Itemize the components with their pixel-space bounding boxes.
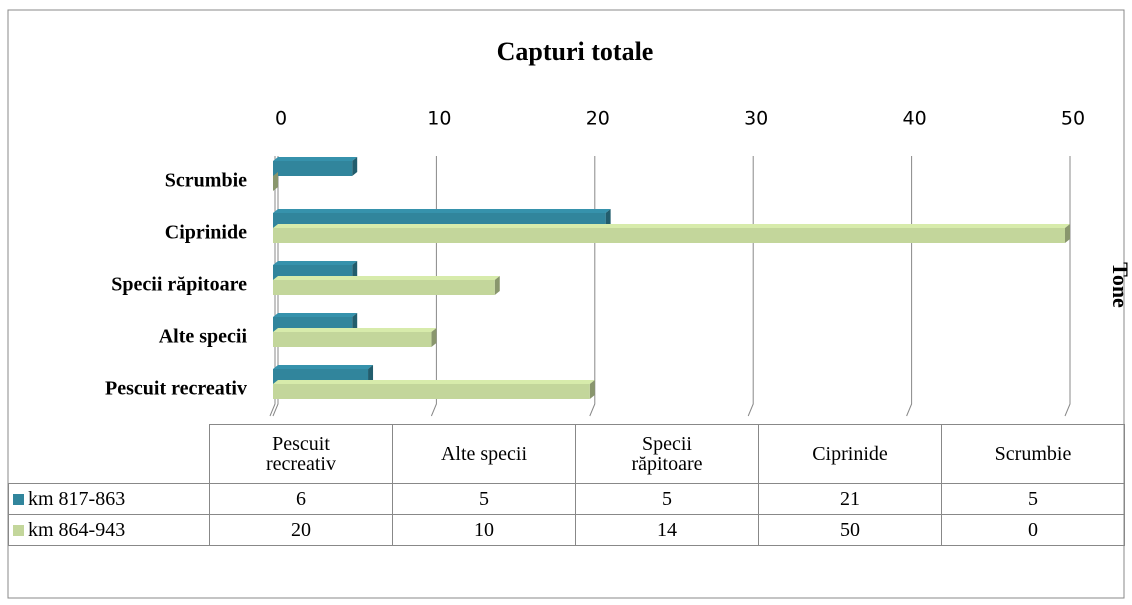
data-table: Pescuit recreativ Alte specii Specii răpit… (8, 424, 1125, 546)
y-tick-label: Alte specii (159, 326, 248, 348)
bar-top (273, 224, 1070, 228)
bar (273, 224, 1070, 243)
legend-entry: km 864-943 (8, 514, 210, 546)
table-value: 21 (758, 483, 942, 515)
table-value: 5 (575, 483, 759, 515)
bar-end (273, 172, 278, 191)
bar-face (273, 280, 495, 295)
x-tick-label: 30 (744, 108, 768, 130)
bar-end (431, 328, 437, 347)
table-corner (8, 424, 210, 484)
table-header-cell: Alte specii (392, 424, 576, 484)
chart-border (7, 9, 1125, 599)
bar-end (605, 209, 611, 228)
bar-top (273, 365, 374, 369)
legend-swatch (13, 524, 24, 536)
grid-line (747, 156, 754, 417)
x-tick-label: 10 (427, 108, 451, 130)
bar-top (273, 261, 358, 265)
bar (273, 172, 278, 191)
bar-end (352, 261, 358, 280)
chart-title: Capturi totale (497, 37, 654, 66)
bar-top (273, 328, 437, 332)
table-value: 0 (941, 514, 1125, 546)
y-tick-label: Scrumbie (165, 170, 247, 192)
bar-top (273, 380, 595, 384)
table-header: Specii răpitoare (631, 433, 703, 475)
legend-entry: km 817-863 (8, 483, 210, 515)
table-header: Pescuit recreativ (266, 433, 336, 475)
table-value: 6 (209, 483, 393, 515)
bar-end (352, 157, 358, 176)
bar-face (273, 228, 1065, 243)
table-header: Alte specii (440, 443, 528, 465)
table-header-cell: Specii răpitoare (575, 424, 759, 484)
bar-face (273, 384, 590, 399)
bar-end (368, 365, 374, 384)
table-header-cell: Pescuit recreativ (209, 424, 393, 484)
x-tick-label: 0 (275, 108, 287, 130)
table-value: 14 (575, 514, 759, 546)
bar (273, 157, 358, 176)
bar (273, 380, 595, 399)
x-tick-label: 20 (586, 108, 610, 130)
bar-face (273, 332, 432, 347)
axis-title: Tone (1108, 262, 1132, 308)
grid-line (1064, 156, 1071, 417)
bar-top (273, 276, 500, 280)
bar-face (273, 161, 353, 176)
table-value: 10 (392, 514, 576, 546)
bar-end (494, 276, 500, 295)
bar (273, 276, 500, 295)
bar-end (589, 380, 595, 399)
legend-label: km 817-863 (28, 487, 126, 510)
x-tick-label: 50 (1061, 108, 1085, 130)
table-header-cell: Ciprinide (758, 424, 942, 484)
table-header: Ciprinide (812, 443, 888, 465)
bar-top (273, 209, 611, 213)
table-header-cell: Scrumbie (941, 424, 1125, 484)
table-value: 50 (758, 514, 942, 546)
bar-top (273, 313, 358, 317)
table-value: 5 (392, 483, 576, 515)
legend-label: km 864-943 (28, 518, 126, 541)
grid-line (906, 156, 913, 417)
table-value: 20 (209, 514, 393, 546)
y-tick-label: Pescuit recreativ (105, 378, 247, 400)
legend-swatch (13, 493, 24, 505)
x-tick-label: 40 (903, 108, 927, 130)
y-tick-label: Specii răpitoare (111, 274, 247, 296)
grid-line (589, 156, 596, 417)
bar-top (273, 157, 358, 161)
bar (273, 328, 437, 347)
table-value: 5 (941, 483, 1125, 515)
bar-end (352, 313, 358, 332)
bar-end (1065, 224, 1070, 243)
table-header: Scrumbie (994, 443, 1072, 465)
y-tick-label: Ciprinide (165, 222, 247, 244)
